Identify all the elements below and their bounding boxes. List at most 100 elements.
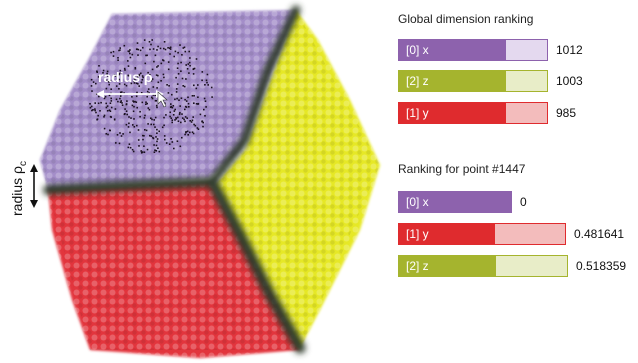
neighbor-point [151,118,153,121]
neighbor-point [147,71,149,74]
neighbor-point [151,96,153,99]
neighbor-point [128,122,130,125]
neighbor-point [150,135,153,137]
neighbor-point [164,138,166,141]
neighbor-point [201,120,204,122]
neighbor-point [184,98,186,101]
neighbor-point [89,103,91,105]
point-rank-label-y: [1] y [406,227,429,241]
neighbor-point [180,97,183,99]
neighbor-point [143,135,145,137]
neighbor-point [135,95,138,98]
neighbor-point [103,114,106,117]
neighbor-point [130,82,133,85]
neighbor-point [109,102,112,104]
neighbor-point [127,126,130,128]
neighbor-point [149,134,151,137]
neighbor-point [133,105,135,108]
neighbor-point [110,106,113,109]
neighbor-point [145,129,148,132]
neighbor-point [167,92,170,94]
neighbor-point [90,78,93,81]
neighbor-point [108,94,111,97]
neighbor-point [155,136,157,138]
neighbor-point [152,137,155,140]
neighbor-point [120,72,122,74]
neighbor-point [118,78,120,81]
neighbor-point [173,55,175,58]
global-ranking-title: Global dimension ranking [398,12,534,26]
neighbor-point [146,102,148,105]
neighbor-point [202,125,204,128]
neighbor-point [185,100,188,102]
neighbor-point [133,126,136,128]
neighbor-point [146,95,148,98]
neighbor-point [152,94,155,96]
neighbor-point [139,110,141,113]
neighbor-point [118,83,121,85]
neighbor-point [147,123,149,125]
neighbor-point [188,72,190,74]
region-boundaries [43,5,306,354]
neighbor-point [184,133,186,136]
neighbor-point [102,69,105,72]
neighbor-point [134,67,137,69]
neighbor-point [89,106,92,109]
neighbor-point [121,91,123,93]
neighbor-point [124,113,126,115]
neighbor-point [206,73,209,76]
neighbor-point [181,54,183,56]
neighbor-point [156,66,158,68]
neighbor-point [170,138,172,140]
neighbor-point [193,67,196,70]
neighbor-point [110,116,112,118]
neighbor-point [112,55,115,57]
neighbor-point [150,43,152,46]
neighbor-point [170,117,173,119]
neighbor-point [130,117,132,119]
neighbor-point [105,106,108,109]
neighbor-point [184,116,187,118]
neighbor-point [179,145,182,148]
neighbor-point [150,117,152,119]
neighbor-point [211,96,213,98]
neighbor-point [180,70,182,72]
radius-label: radius ρ [98,69,153,85]
neighbor-point [176,97,178,100]
neighbor-point [140,152,143,154]
neighbor-point [96,118,98,121]
neighbor-point [165,114,167,116]
neighbor-point [129,49,131,51]
neighbor-point [119,47,121,49]
neighbor-point [178,99,180,101]
neighbor-point [179,105,181,107]
neighbor-point [177,62,179,65]
neighbor-point [131,148,134,151]
point-ranking-title: Ranking for point #1447 [398,162,526,176]
neighbor-point [163,124,165,127]
neighbor-point [145,101,147,103]
point-cloud-view[interactable]: radius ρ radius ρc [0,0,395,363]
neighbor-point [171,106,174,109]
neighbor-point [186,117,188,119]
neighbor-point [155,104,158,107]
neighbor-point [162,59,164,61]
neighbor-point [172,114,175,116]
neighbor-point [90,85,93,87]
neighbor-point [106,79,108,82]
neighbor-point [121,104,124,106]
neighbor-point [182,47,185,49]
neighbor-point [106,110,109,112]
neighbor-point [154,126,156,128]
radius-annotation: radius ρ [96,69,168,108]
neighbor-point [91,90,93,92]
neighbor-point [144,129,146,131]
neighbor-point [157,45,159,48]
neighbor-point [150,123,152,126]
neighbor-point [189,131,191,134]
neighbor-point [137,139,140,141]
point-rank-label-z: [2] z [406,259,429,273]
neighbor-point [140,92,143,94]
neighbor-point [110,51,112,54]
neighbor-point [203,97,206,100]
